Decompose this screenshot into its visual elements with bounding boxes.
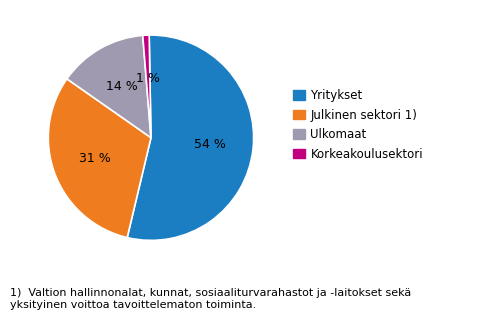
Wedge shape xyxy=(48,79,151,238)
Text: 54 %: 54 % xyxy=(194,138,226,151)
Wedge shape xyxy=(127,35,254,240)
Legend: Yritykset, Julkinen sektori 1), Ulkomaat, Korkeakoulusektori: Yritykset, Julkinen sektori 1), Ulkomaat… xyxy=(290,87,425,163)
Wedge shape xyxy=(67,35,151,138)
Wedge shape xyxy=(143,35,151,138)
Text: 14 %: 14 % xyxy=(106,80,137,93)
Text: 1 %: 1 % xyxy=(136,72,160,85)
Text: 1)  Valtion hallinnonalat, kunnat, sosiaaliturvarahastot ja -laitokset sekä
yksi: 1) Valtion hallinnonalat, kunnat, sosiaa… xyxy=(10,288,411,310)
Text: 31 %: 31 % xyxy=(79,152,111,165)
